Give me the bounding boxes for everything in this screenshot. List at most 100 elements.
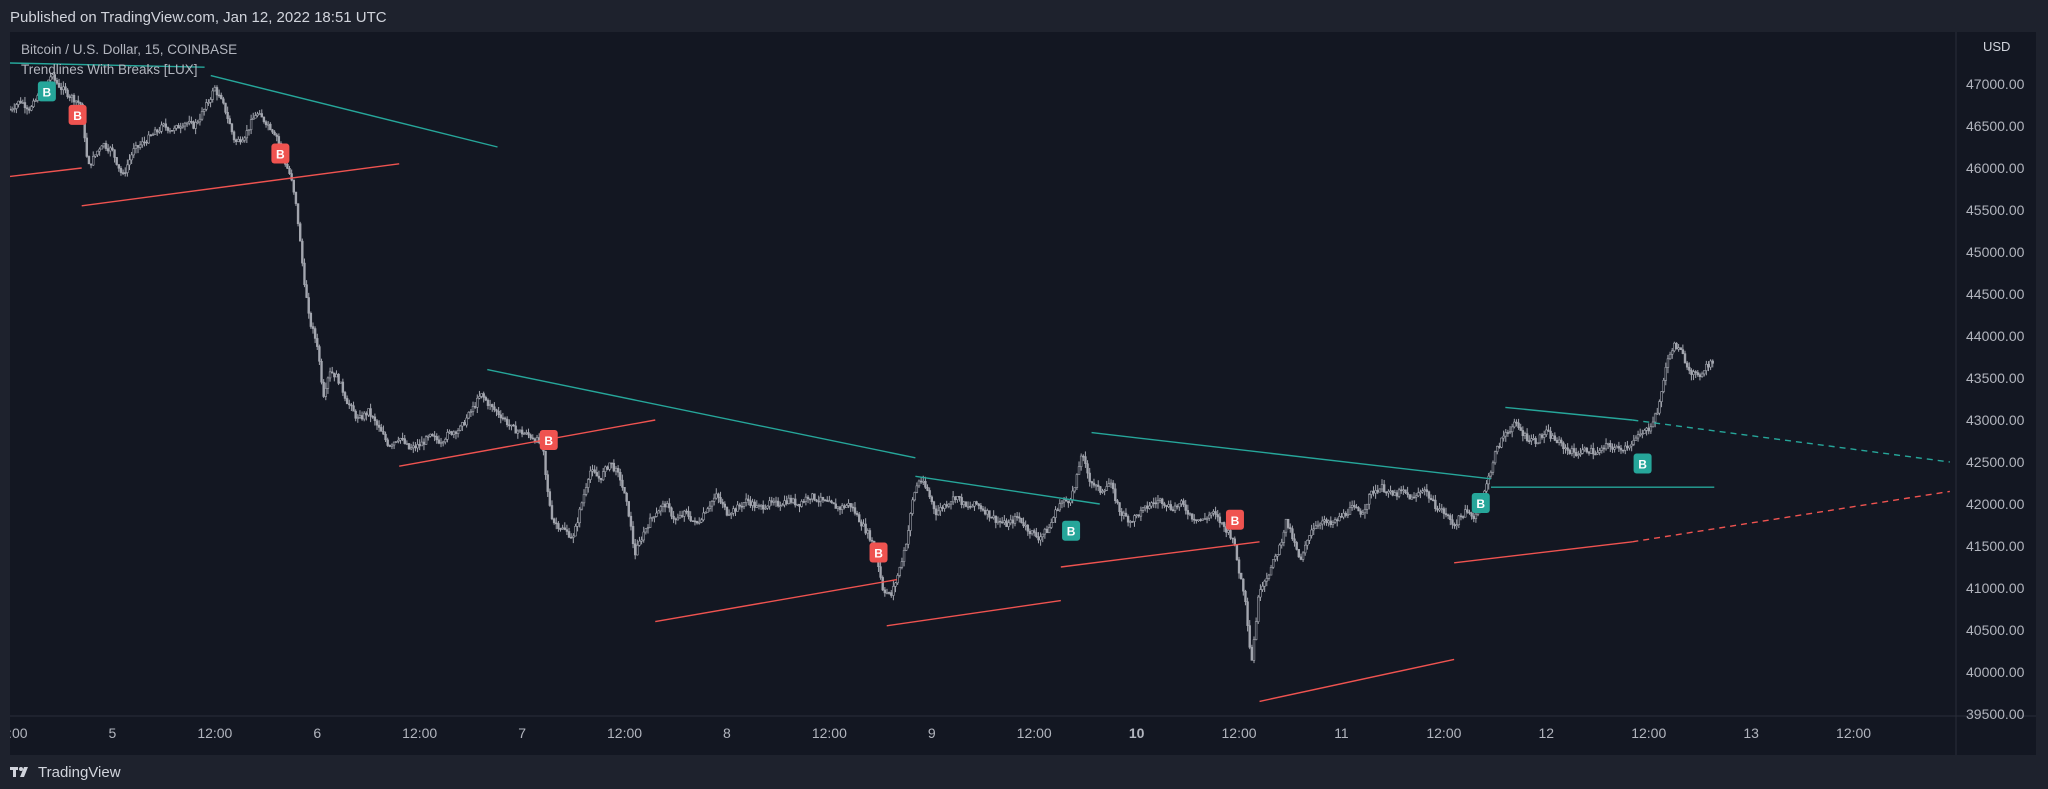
candle-body [70, 95, 74, 98]
candle-body [1218, 516, 1222, 524]
candle-body [567, 531, 571, 538]
candle-body [1161, 498, 1164, 505]
break-label-text: B [276, 148, 285, 162]
bullish-break-label[interactable]: B [1471, 493, 1490, 513]
candle-body [373, 416, 377, 422]
candle-body [1653, 413, 1657, 423]
candle-body [698, 521, 701, 524]
candle-body [343, 392, 347, 399]
candle-body [1190, 513, 1194, 520]
candle-body [1073, 487, 1076, 492]
bearish-break-label[interactable]: B [539, 430, 558, 450]
candle-body [772, 500, 776, 503]
candle-body [1011, 519, 1015, 524]
currency-label: USD [1983, 39, 2010, 54]
candle-body [1165, 505, 1168, 507]
candle-body [725, 506, 729, 516]
candle-body [1502, 435, 1505, 439]
candle-body [106, 148, 110, 152]
candle-body [614, 468, 618, 472]
price-tick-label: 43500.00 [1966, 370, 2025, 386]
candle-body [15, 104, 18, 109]
candle-body [401, 438, 404, 440]
candle-body [708, 505, 712, 510]
candle-body [405, 443, 409, 445]
bullish-break-label[interactable]: B [1633, 453, 1652, 474]
candle-body [1344, 512, 1347, 516]
bullish-break-label[interactable]: B [37, 81, 56, 102]
candle-body [544, 450, 547, 475]
indicator-title[interactable]: Trendlines With Breaks [LUX] [21, 62, 198, 77]
candle-body [473, 406, 477, 408]
time-tick-label: 12:00 [607, 725, 642, 741]
candle-body [232, 131, 236, 141]
candle-body [1555, 440, 1559, 443]
candle-body [25, 107, 29, 110]
candle-body [288, 168, 291, 174]
candle-body [390, 444, 394, 447]
chart-area[interactable]: B B B B B B B B B 47000.00 46500.00 46000.00 45500.0… [10, 32, 2036, 755]
candle-body [1671, 350, 1674, 355]
candle-body [1534, 438, 1537, 444]
candle-body [1568, 450, 1571, 454]
brand[interactable]: TradingView [10, 760, 121, 784]
candle-body [1114, 488, 1117, 502]
candle-body [992, 515, 995, 518]
candle-body [104, 143, 108, 149]
candle-body [627, 501, 630, 517]
candle-body [213, 87, 217, 92]
candle-body [1201, 518, 1204, 521]
bullish-break-label[interactable]: B [1062, 520, 1081, 541]
candle-body [753, 501, 756, 508]
candle-body [828, 500, 831, 503]
candle-body [318, 346, 321, 362]
candle-body [433, 435, 436, 438]
candle-body [126, 164, 129, 173]
candle-body [578, 508, 581, 524]
candle-body [1015, 516, 1019, 518]
candle-body [1323, 519, 1326, 522]
bearish-break-label[interactable]: B [271, 143, 290, 164]
candle-body [815, 499, 818, 502]
candle-body [1058, 503, 1062, 511]
candle-body [1146, 505, 1149, 509]
candle-body [1071, 490, 1074, 501]
candle-body [198, 118, 202, 123]
candle-body [1632, 439, 1636, 445]
break-label-box [37, 81, 56, 102]
candle-body [1513, 421, 1516, 428]
candle-body [548, 491, 552, 506]
bearish-break-label[interactable]: B [869, 542, 888, 563]
candle-body [885, 592, 889, 594]
candle-body [1485, 483, 1488, 492]
candle-body [787, 497, 791, 505]
candle-body [371, 416, 374, 418]
candle-body [580, 502, 584, 510]
candlestick-chart[interactable]: B B B B B B B B B 47000.00 46500.00 46000.00 45500.0… [10, 32, 2036, 755]
candle-body [465, 417, 468, 426]
candle-body [1139, 509, 1143, 517]
candle-body [377, 424, 381, 428]
candle-body [550, 505, 554, 520]
symbol-title[interactable]: Bitcoin / U.S. Dollar, 15, COINBASE [21, 42, 238, 57]
candle-body [1402, 489, 1405, 492]
bearish-break-label[interactable]: B [68, 104, 87, 125]
candle-body [1630, 443, 1633, 447]
candle-body [1406, 492, 1409, 495]
candle-body [1348, 507, 1352, 515]
candle-body [904, 543, 908, 551]
candle-body [493, 406, 496, 411]
candle-body [119, 167, 123, 173]
candle-body [1547, 429, 1550, 432]
bearish-break-label[interactable]: B [1225, 509, 1244, 530]
candle-body [633, 543, 637, 556]
time-tick-label: 11 [1334, 725, 1349, 741]
candle-body [1233, 538, 1236, 546]
candle-body [706, 508, 709, 513]
candle-body [783, 500, 786, 506]
candle-body [1216, 514, 1219, 518]
candle-body [1703, 370, 1706, 375]
candle-body [1265, 578, 1268, 582]
candle-body [968, 506, 972, 508]
candle-body [1207, 514, 1211, 519]
